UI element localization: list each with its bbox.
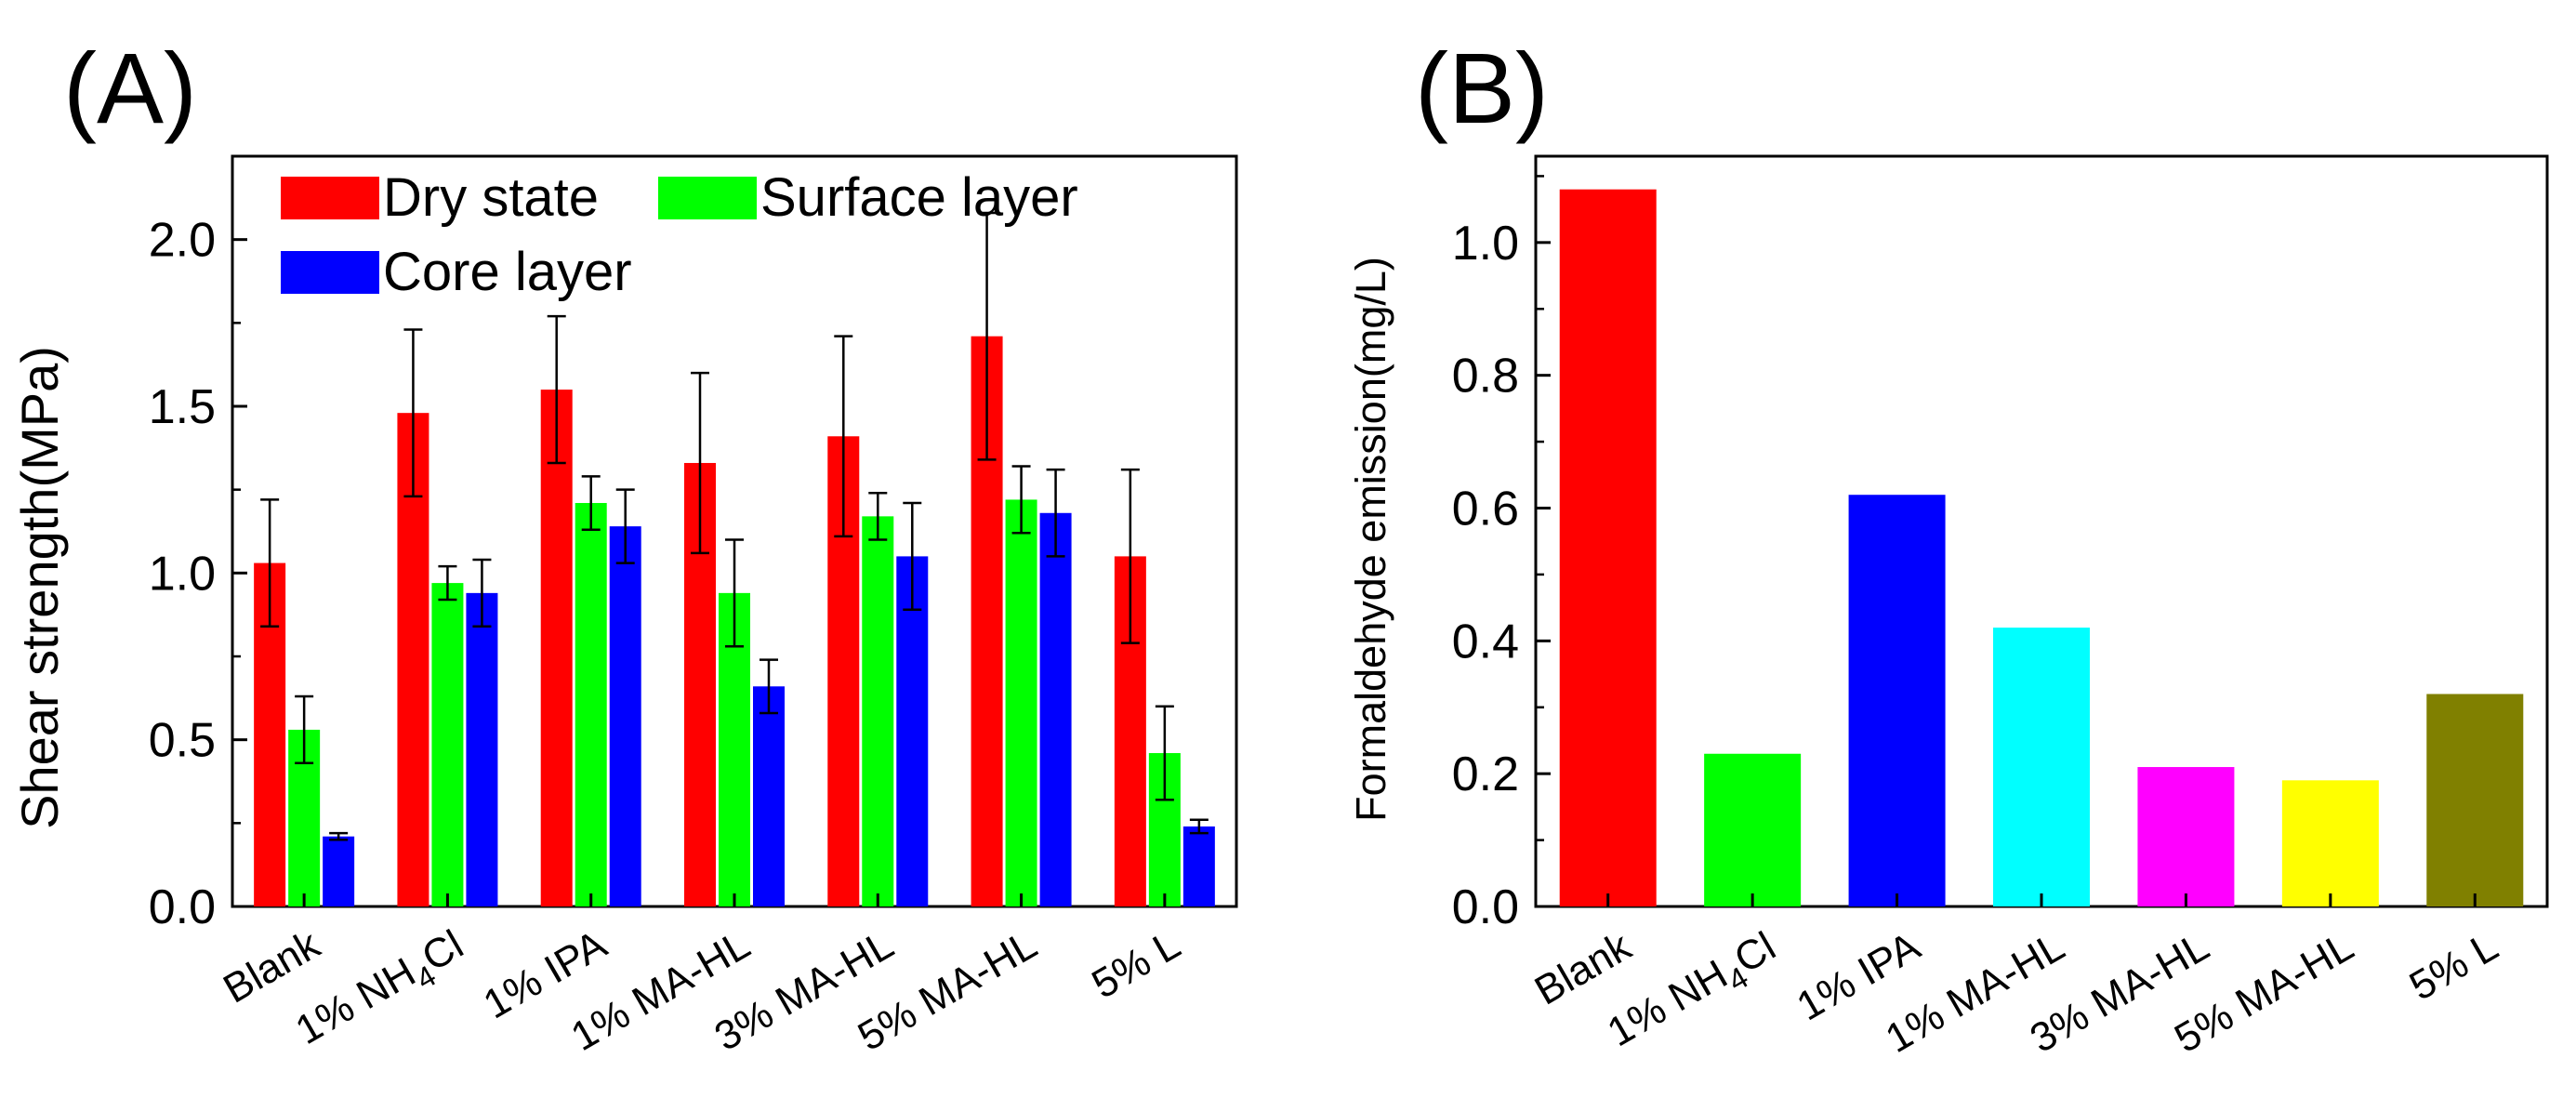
panel-a-error-bar-dry-state-3-ma-hl <box>834 335 853 538</box>
panel-a-error-bar-dry-state-1-ma-hl <box>691 371 709 555</box>
panel-a-error-bar-surface-layer-3-ma-hl <box>868 492 888 541</box>
panel-a-error-bar-dry-state-1-nh4cl <box>403 328 423 498</box>
panel-b-bar-5-l <box>2426 694 2524 906</box>
legend-label-core-layer: Core layer <box>383 242 632 302</box>
panel-a-error-bar-dry-state-5-l <box>1120 468 1140 644</box>
panel-a-error-bar-core-layer-5-ma-hl <box>1046 468 1065 558</box>
panel-a-error-bar-dry-state-5-ma-hl <box>977 211 997 461</box>
panel-a-bar-surface-layer-3-ma-hl <box>862 516 894 906</box>
panel-a-bar-core-layer-1-ipa <box>609 526 641 906</box>
panel-a-y-tick-label: 0.0 <box>149 880 216 934</box>
panel-b-y-axis-label: Formaldehyde emission(mg/L) <box>1347 257 1394 822</box>
panel-a-y-tick-label: 1.5 <box>149 380 216 434</box>
panel-b-y-tick-label: 1.0 <box>1452 217 1519 271</box>
panel-a-error-bar-surface-layer-1-ma-hl <box>725 538 744 648</box>
panel-a-bar-surface-layer-1-ipa <box>575 503 607 906</box>
panel-b-y-tick-label: 0.6 <box>1452 483 1519 536</box>
panel-a-error-bar-dry-state-blank <box>260 498 280 628</box>
panel-a-error-bar-core-layer-3-ma-hl <box>903 501 922 612</box>
panel-a-bar-core-layer-5-ma-hl <box>1039 512 1072 906</box>
panel-a-bar-core-layer-5-l <box>1182 826 1215 906</box>
panel-a-label: (A) <box>63 32 197 144</box>
panel-b-bar-5-ma-hl <box>2281 780 2379 906</box>
panel-a-error-bar-core-layer-1-ipa <box>615 488 635 564</box>
panel-a-error-bar-surface-layer-5-ma-hl <box>1011 465 1031 535</box>
panel-a-y-axis-label: Shear strength(MPa) <box>10 346 69 829</box>
panel-a-bar-core-layer-3-ma-hl <box>896 556 929 906</box>
panel-a-error-bar-core-layer-1-nh4cl <box>472 558 492 628</box>
panel-b-bar-1-ma-hl <box>1993 628 2090 906</box>
legend-swatch-surface-layer <box>658 177 757 219</box>
panel-b-y-tick-label: 0.0 <box>1452 880 1519 934</box>
panel-a-error-bar-core-layer-blank <box>329 831 349 841</box>
legend-label-dry-state: Dry state <box>383 167 599 228</box>
legend-swatch-dry-state <box>281 177 379 219</box>
panel-a-error-bar-dry-state-1-ipa <box>547 314 566 465</box>
panel-b-bar-blank <box>1559 189 1657 907</box>
panel-b-category-label-1-nh4cl: 1% NH4Cl <box>1600 923 1788 1063</box>
legend-label-surface-layer: Surface layer <box>760 167 1078 228</box>
panel-a-bar-surface-layer-1-nh4cl <box>431 583 464 906</box>
panel-a-legend: Dry state Surface layer Core layer <box>281 167 1078 302</box>
panel-a-y-tick-label: 1.0 <box>149 547 216 601</box>
panel-b-bar-3-ma-hl <box>2137 767 2235 906</box>
panel-b-category-label-5-l: 5% L <box>2402 923 2505 1010</box>
panel-a-bar-core-layer-1-nh4cl <box>466 592 498 906</box>
panel-a-y-tick-label: 0.5 <box>149 714 216 768</box>
panel-a-bar-core-layer-1-ma-hl <box>753 686 785 906</box>
panel-a-error-bar-surface-layer-1-ipa <box>581 475 601 531</box>
panel-a-y-tick-label: 2.0 <box>149 214 216 268</box>
legend-swatch-core-layer <box>281 251 379 294</box>
panel-a-bar-dry-state-1-ipa <box>540 390 573 907</box>
panel-b-bar-1-nh4cl <box>1704 753 1802 906</box>
panel-b-y-tick-label: 0.2 <box>1452 747 1519 801</box>
panel-a-category-label-blank: Blank <box>216 921 328 1012</box>
panel-a-category-label-5-l: 5% L <box>1084 921 1187 1008</box>
panel-b-bar-1-ipa <box>1848 495 1946 906</box>
panel-b-y-tick-label: 0.8 <box>1452 350 1519 403</box>
panel-a-error-bar-surface-layer-blank <box>295 695 314 765</box>
panel-b-category-label-blank: Blank <box>1527 923 1640 1014</box>
panel-a-bar-surface-layer-5-ma-hl <box>1005 499 1037 906</box>
panel-a-error-bar-core-layer-5-l <box>1189 818 1209 835</box>
panel-b-label: (B) <box>1415 32 1549 144</box>
panel-a-bar-core-layer-blank <box>323 836 355 906</box>
panel-a-error-bar-core-layer-1-ma-hl <box>760 658 778 715</box>
panel-b-y-tick-label: 0.4 <box>1452 615 1519 668</box>
panel-a-error-bar-surface-layer-5-l <box>1155 705 1174 801</box>
panel-a-error-bar-surface-layer-1-nh4cl <box>438 564 457 602</box>
